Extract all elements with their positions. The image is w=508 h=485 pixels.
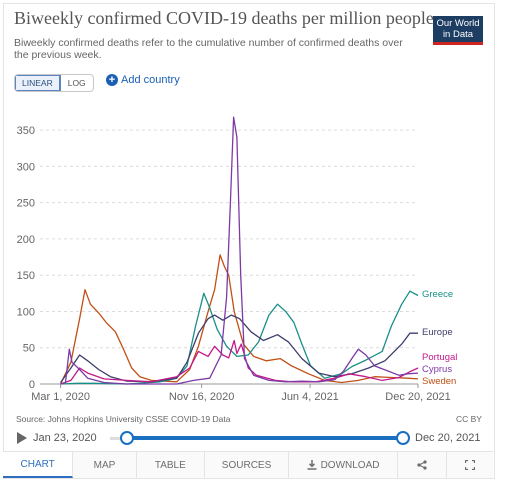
timeline-start-handle[interactable]	[120, 431, 134, 445]
line-chart: 0 50 100 150 200 250 300 350 Mar 1, 2020 Nov 16, …	[17, 116, 457, 403]
logo-line-1: Our World	[436, 18, 480, 29]
page-title: Biweekly confirmed COVID-19 deaths per m…	[14, 8, 434, 28]
chart-subtitle: Biweekly confirmed deaths refer to the c…	[14, 37, 403, 61]
chart-frame	[3, 3, 495, 479]
y-tick-label: 200	[17, 234, 35, 246]
tab-bar: CHART MAP TABLE SOURCES DOWNLOAD	[3, 451, 493, 478]
timeline-end-date: Dec 20, 2021	[415, 432, 481, 444]
log-scale-button[interactable]: LOG	[67, 78, 86, 88]
tab-sources-label: SOURCES	[221, 459, 272, 471]
add-country-label: Add country	[121, 74, 180, 86]
legend-label-sweden: Sweden	[422, 376, 456, 387]
tab-map-label: MAP	[93, 459, 116, 471]
y-tick-label: 250	[17, 198, 35, 210]
tab-download[interactable]: DOWNLOAD	[289, 452, 398, 478]
y-tick-label: 0	[29, 379, 35, 391]
timeline-start-date: Jan 23, 2020	[33, 432, 97, 444]
linear-scale-button[interactable]: LINEAR	[15, 75, 61, 91]
series-line-europe	[60, 314, 418, 383]
play-icon[interactable]	[17, 432, 27, 444]
tab-map[interactable]: MAP	[73, 452, 137, 478]
owid-logo[interactable]: Our World in Data	[433, 16, 483, 45]
timeline-selected-range	[125, 436, 401, 440]
x-tick-label: Nov 16, 2020	[169, 391, 234, 403]
tab-sources[interactable]: SOURCES	[205, 452, 290, 478]
x-tick-label: Jun 4, 2021	[281, 391, 339, 403]
logo-line-2: in Data	[442, 29, 474, 40]
share-button[interactable]	[398, 452, 447, 478]
plus-icon: +	[106, 74, 118, 86]
fullscreen-button[interactable]	[447, 452, 494, 478]
series-line-sweden	[60, 254, 419, 385]
legend-label-greece: Greece	[422, 289, 453, 300]
tab-chart-label: CHART	[20, 458, 55, 470]
tab-download-label: DOWNLOAD	[320, 459, 380, 471]
y-tick-label: 50	[23, 343, 35, 355]
x-tick-label: Dec 20, 2021	[385, 391, 450, 403]
scale-toggle: LINEAR LOG	[14, 74, 94, 92]
license-link[interactable]: CC BY	[456, 414, 482, 424]
legend-label-europe: Europe	[422, 327, 453, 338]
y-tick-label: 150	[17, 270, 35, 282]
tab-chart[interactable]: CHART	[3, 452, 74, 478]
series-line-portugal	[60, 339, 419, 385]
y-tick-label: 100	[17, 306, 35, 318]
share-icon	[417, 460, 427, 470]
series-line-cyprus	[60, 116, 419, 385]
tab-table-label: TABLE	[154, 459, 186, 471]
add-country-button[interactable]: + Add country	[106, 74, 180, 86]
x-tick-label: Mar 1, 2020	[31, 391, 90, 403]
fullscreen-icon	[464, 460, 475, 470]
y-tick-label: 300	[17, 161, 35, 173]
source-note[interactable]: Source: Johns Hopkins University CSSE CO…	[16, 414, 231, 424]
timeline-end-handle[interactable]	[396, 431, 410, 445]
legend-label-cyprus: Cyprus	[422, 364, 452, 375]
tab-table[interactable]: TABLE	[137, 452, 205, 478]
y-tick-label: 350	[17, 125, 35, 137]
legend-label-portugal: Portugal	[422, 352, 457, 363]
download-icon	[307, 460, 317, 470]
